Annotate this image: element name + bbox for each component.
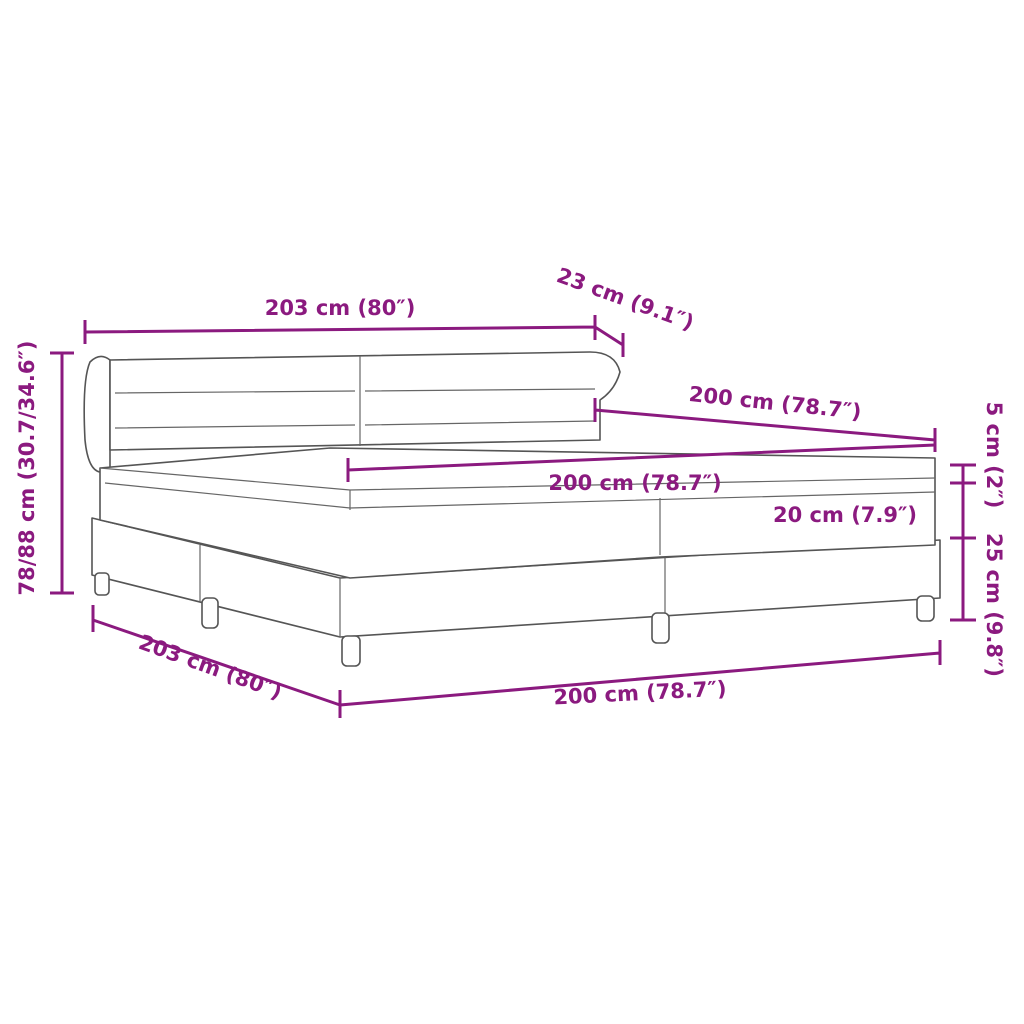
total-height-label: 78/88 cm (30.7/34.6″) [15,341,39,596]
topper-height-label: 5 cm (2″) [982,402,1006,509]
base-height-label: 25 cm (9.8″) [982,533,1006,677]
bed-width-label: 200 cm (78.7″) [553,676,727,709]
mattress-height-label: 20 cm (7.9″) [773,503,917,527]
mattress-width-label: 200 cm (78.7″) [548,471,721,495]
headboard-depth-label: 23 cm (9.1″) [554,263,697,335]
mattress-length-label: 200 cm (78.7″) [688,382,863,424]
headboard-width-label: 203 cm (80″) [265,296,416,320]
dimension-lines [50,315,976,718]
bed-length-label: 203 cm (80″) [135,630,285,704]
bed-illustration [83,351,941,667]
